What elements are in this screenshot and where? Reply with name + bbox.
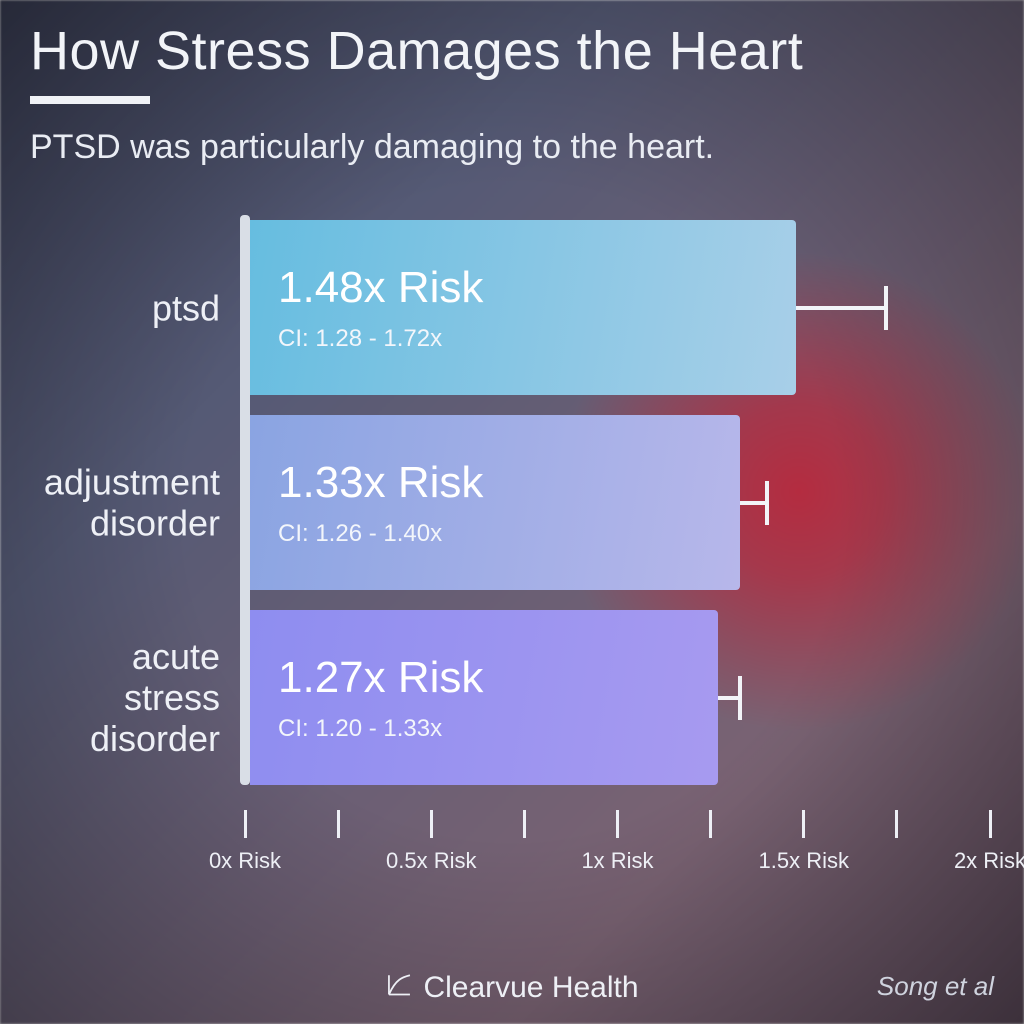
x-tick bbox=[337, 810, 340, 838]
bar-risk-value: 1.33x Risk bbox=[278, 458, 483, 508]
x-tick bbox=[244, 810, 247, 838]
x-tick bbox=[616, 810, 619, 838]
bar-ci-value: CI: 1.28 - 1.72x bbox=[278, 325, 483, 353]
bar-risk-value: 1.48x Risk bbox=[278, 263, 483, 313]
bar-row: ptsd 1.48x Risk CI: 1.28 - 1.72x bbox=[30, 220, 994, 395]
bar-ci-value: CI: 1.26 - 1.40x bbox=[278, 520, 483, 548]
x-tick bbox=[802, 810, 805, 838]
page-subtitle: PTSD was particularly damaging to the he… bbox=[30, 128, 714, 167]
x-tick-label: 1x Risk bbox=[581, 848, 653, 874]
bar-value-block: 1.27x Risk CI: 1.20 - 1.33x bbox=[278, 653, 483, 743]
bar-value-block: 1.33x Risk CI: 1.26 - 1.40x bbox=[278, 458, 483, 548]
ci-whisker-cap bbox=[884, 286, 888, 330]
bar-category-label: adjustmentdisorder bbox=[30, 461, 220, 544]
brand-name: Clearvue Health bbox=[423, 971, 638, 1005]
x-tick bbox=[709, 810, 712, 838]
bar-risk-value: 1.27x Risk bbox=[278, 653, 483, 703]
bar-category-label: ptsd bbox=[30, 287, 220, 328]
page-title: How Stress Damages the Heart bbox=[30, 20, 803, 82]
x-tick bbox=[523, 810, 526, 838]
x-tick-label: 0.5x Risk bbox=[386, 848, 476, 874]
risk-bar: 1.27x Risk CI: 1.20 - 1.33x bbox=[250, 610, 718, 785]
brand-logo-icon bbox=[385, 970, 413, 1006]
risk-bar-chart: 0x Risk0.5x Risk1x Risk1.5x Risk2x Risk … bbox=[30, 210, 994, 910]
title-underline bbox=[30, 96, 150, 104]
ci-whisker-cap bbox=[738, 676, 742, 720]
x-tick-label: 1.5x Risk bbox=[759, 848, 849, 874]
risk-bar: 1.48x Risk CI: 1.28 - 1.72x bbox=[250, 220, 796, 395]
risk-bar: 1.33x Risk CI: 1.26 - 1.40x bbox=[250, 415, 740, 590]
x-tick bbox=[989, 810, 992, 838]
x-tick bbox=[895, 810, 898, 838]
bar-category-label: acute stressdisorder bbox=[30, 635, 220, 759]
ci-whisker-cap bbox=[765, 481, 769, 525]
bar-value-block: 1.48x Risk CI: 1.28 - 1.72x bbox=[278, 263, 483, 353]
bar-ci-value: CI: 1.20 - 1.33x bbox=[278, 715, 483, 743]
bar-row: acute stressdisorder 1.27x Risk CI: 1.20 -… bbox=[30, 610, 994, 785]
infographic-content: How Stress Damages the Heart PTSD was pa… bbox=[0, 0, 1024, 1024]
x-tick-label: 0x Risk bbox=[209, 848, 281, 874]
x-tick-label: 2x Risk bbox=[954, 848, 1024, 874]
brand-footer: Clearvue Health bbox=[385, 970, 638, 1006]
x-tick bbox=[430, 810, 433, 838]
bar-row: adjustmentdisorder 1.33x Risk CI: 1.26 - 1… bbox=[30, 415, 994, 590]
citation-text: Song et al bbox=[877, 971, 994, 1002]
